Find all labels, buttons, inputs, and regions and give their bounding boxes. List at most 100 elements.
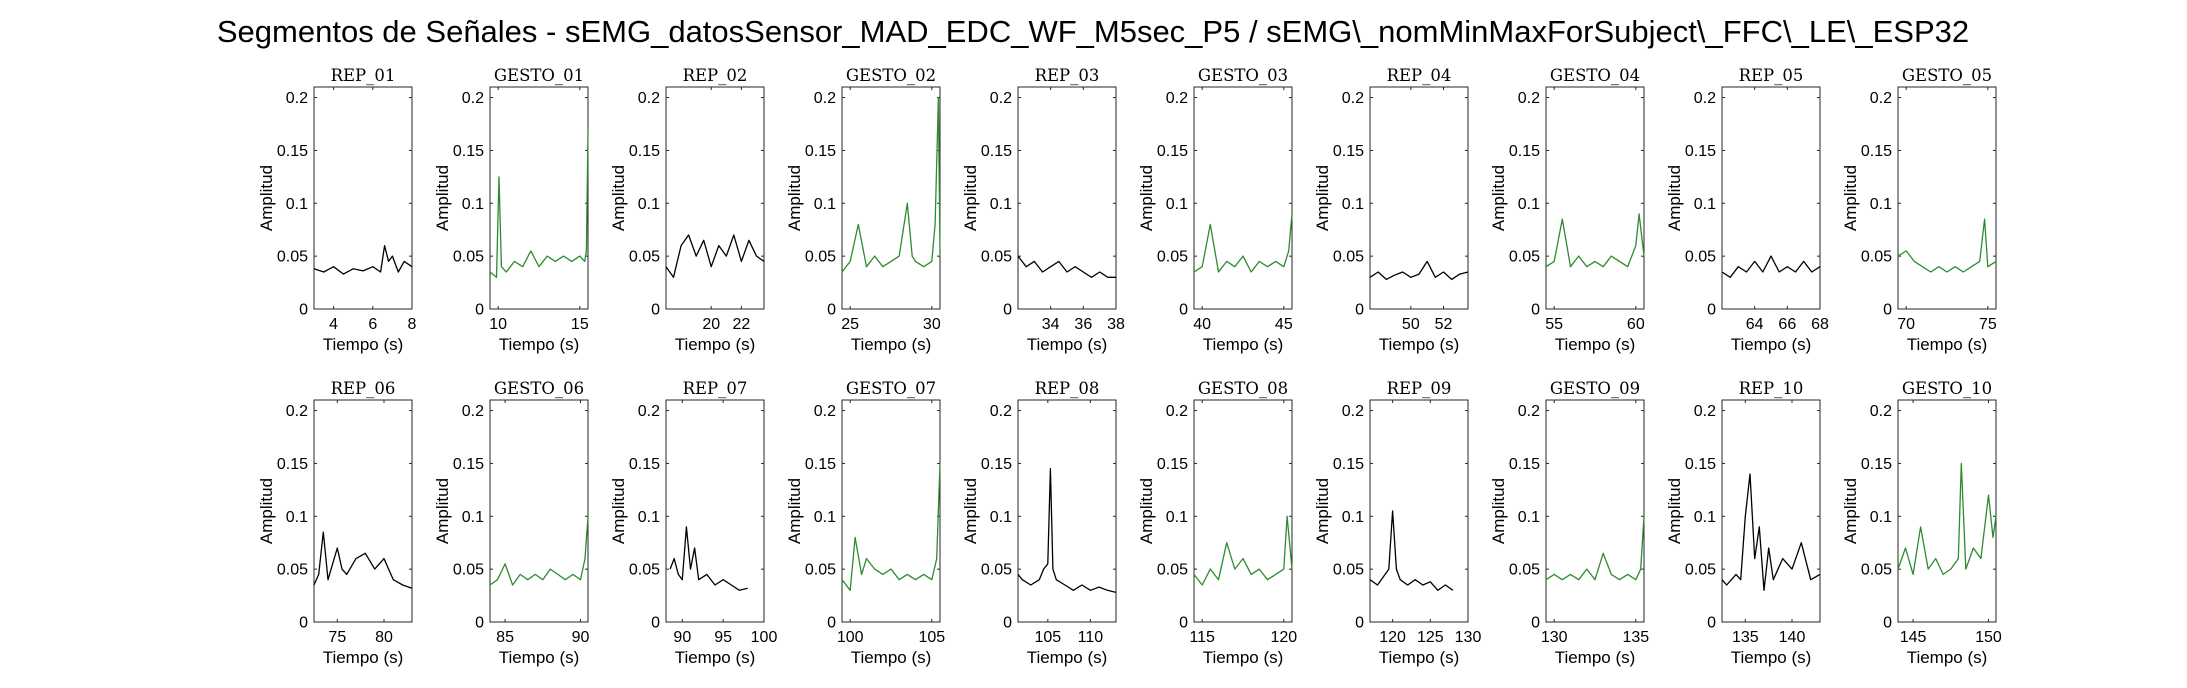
x-tick-label: 140 (1779, 629, 1806, 646)
x-tick-label: 66 (1778, 316, 1796, 333)
subplot-title: REP_08 (1035, 379, 1100, 398)
x-axis-label: Tiempo (s) (323, 648, 404, 667)
y-tick-label: 0.2 (1166, 90, 1188, 107)
axes-frame (313, 86, 413, 310)
subplot-title: GESTO_03 (1198, 66, 1288, 85)
axes-frame (313, 399, 413, 623)
x-axis-label: Tiempo (s) (1907, 335, 1988, 354)
y-tick-label: 0.2 (1694, 403, 1716, 420)
subplot-title: REP_09 (1387, 379, 1452, 398)
subplot-title: REP_05 (1739, 66, 1804, 85)
series-line (313, 244, 413, 275)
y-tick-label: 0 (299, 615, 308, 632)
series-line (1193, 213, 1293, 273)
x-tick-label: 125 (1417, 629, 1444, 646)
y-tick-label: 0.05 (805, 249, 836, 266)
y-tick-label: 0 (827, 302, 836, 319)
y-tick-label: 0 (1179, 615, 1188, 632)
series-line (841, 96, 941, 273)
y-tick-label: 0.2 (286, 403, 308, 420)
y-tick-label: 0.2 (638, 90, 660, 107)
y-axis-label: Amplitud (257, 165, 276, 231)
y-tick-label: 0.1 (990, 509, 1012, 526)
y-tick-label: 0 (651, 615, 660, 632)
x-tick-label: 120 (1270, 629, 1297, 646)
x-tick-label: 8 (408, 316, 417, 333)
y-tick-label: 0.15 (1157, 456, 1188, 473)
subplot-title: GESTO_04 (1550, 66, 1640, 85)
axes-frame (841, 399, 941, 623)
subplot-title: GESTO_02 (846, 66, 936, 85)
y-tick-label: 0.2 (286, 90, 308, 107)
y-tick-label: 0.2 (990, 403, 1012, 420)
series-line (669, 526, 748, 591)
y-tick-label: 0.05 (453, 249, 484, 266)
y-tick-label: 0.05 (1157, 249, 1188, 266)
y-tick-label: 0.15 (805, 456, 836, 473)
axes-frame (1897, 399, 1997, 623)
y-axis-label: Amplitud (609, 165, 628, 231)
y-axis-label: Amplitud (609, 478, 628, 544)
series-line (489, 129, 589, 278)
subplot: 0 0.05 0.1 0.15 0.2 85 90 GESTO_06 Tiempo (s) Amp… (433, 379, 589, 667)
y-tick-label: 0.2 (1518, 403, 1540, 420)
y-tick-label: 0.2 (1342, 403, 1364, 420)
series-line (489, 516, 589, 586)
series-line (313, 531, 413, 589)
subplot-title: REP_04 (1387, 66, 1452, 85)
y-tick-label: 0.1 (1166, 196, 1188, 213)
subplot: 0 0.05 0.1 0.15 0.2 64 66 68 REP_05 Tiempo (s) Amp… (1665, 66, 1829, 354)
subplot-title: GESTO_05 (1902, 66, 1992, 85)
y-tick-label: 0.05 (1861, 249, 1892, 266)
y-tick-label: 0.1 (1342, 196, 1364, 213)
axes-frame (1721, 86, 1821, 310)
y-tick-label: 0.05 (805, 562, 836, 579)
figure-title: Segmentos de Señales - sEMG_datosSensor_… (217, 14, 1969, 49)
y-tick-label: 0.15 (981, 143, 1012, 160)
y-axis-label: Amplitud (1137, 165, 1156, 231)
axes-frame (1017, 399, 1117, 623)
subplot: 0 0.05 0.1 0.15 0.2 20 22 REP_02 Tiempo (s) Ampli… (609, 66, 765, 354)
y-tick-label: 0.05 (1685, 562, 1716, 579)
y-tick-label: 0.15 (1685, 143, 1716, 160)
y-tick-label: 0.15 (277, 143, 308, 160)
subplot: 0 0.05 0.1 0.15 0.2 120 125 130 REP_09 Tiempo (s)… (1313, 379, 1481, 667)
x-tick-label: 30 (923, 316, 941, 333)
series-line (1369, 510, 1454, 591)
series-line (1721, 473, 1821, 591)
x-tick-label: 34 (1042, 316, 1060, 333)
y-tick-label: 0.2 (1166, 403, 1188, 420)
y-tick-label: 0.1 (638, 509, 660, 526)
x-tick-label: 90 (673, 629, 691, 646)
y-tick-label: 0.1 (1694, 509, 1716, 526)
axes-frame (1545, 399, 1645, 623)
x-axis-label: Tiempo (s) (1555, 335, 1636, 354)
y-tick-label: 0.15 (1685, 456, 1716, 473)
y-tick-label: 0 (1707, 302, 1716, 319)
y-tick-label: 0.15 (805, 143, 836, 160)
axes-frame (1897, 86, 1997, 310)
series-line (1545, 516, 1645, 581)
x-tick-label: 10 (489, 316, 507, 333)
y-tick-label: 0.1 (990, 196, 1012, 213)
axes-frame (1193, 399, 1293, 623)
subplot-title: GESTO_01 (494, 66, 584, 85)
subplot: 0 0.05 0.1 0.15 0.2 10 15 GESTO_01 Tiempo (s) Amp… (433, 66, 589, 354)
y-tick-label: 0.15 (981, 456, 1012, 473)
y-tick-label: 0.15 (277, 456, 308, 473)
y-axis-label: Amplitud (1489, 478, 1508, 544)
x-tick-label: 135 (1732, 629, 1759, 646)
y-tick-label: 0 (1883, 615, 1892, 632)
y-tick-label: 0.05 (1333, 562, 1364, 579)
x-tick-label: 130 (1455, 629, 1482, 646)
y-tick-label: 0.1 (1870, 509, 1892, 526)
x-axis-label: Tiempo (s) (1555, 648, 1636, 667)
y-tick-label: 0.05 (981, 562, 1012, 579)
y-tick-label: 0.15 (453, 143, 484, 160)
y-axis-label: Amplitud (785, 478, 804, 544)
y-tick-label: 0.15 (1509, 456, 1540, 473)
x-tick-label: 50 (1402, 316, 1420, 333)
subplot-title: REP_02 (683, 66, 748, 85)
axes-frame (665, 399, 765, 623)
y-axis-label: Amplitud (257, 478, 276, 544)
